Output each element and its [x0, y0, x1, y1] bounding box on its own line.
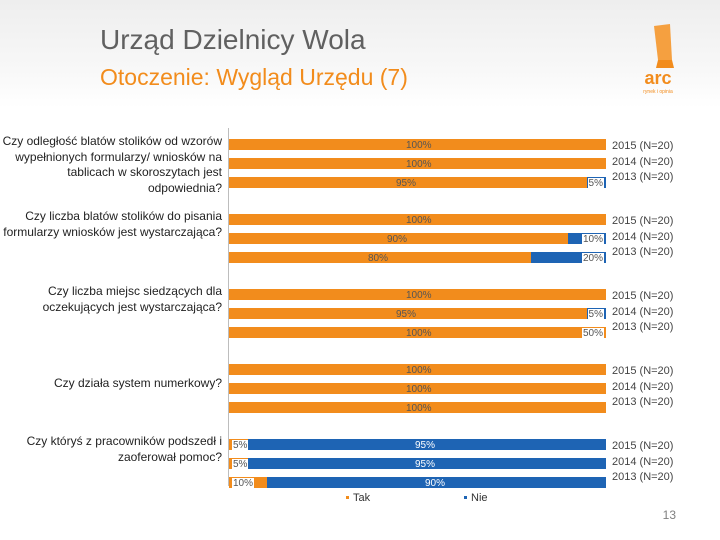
logo-text: arc — [644, 68, 671, 88]
slide-header: Urząd Dzielnicy Wola Otoczenie: Wygląd U… — [0, 0, 720, 108]
bar-tak — [229, 252, 531, 263]
logo-sail-shape — [654, 24, 672, 60]
year-label: 2014 (N=20) — [612, 305, 674, 318]
question-label: Czy liczba miejsc siedzących dla oczekuj… — [42, 284, 222, 314]
year-label: 2015 (N=20) — [612, 290, 674, 302]
data-label-tak: 100% — [406, 365, 432, 376]
bar-tak — [229, 139, 606, 150]
legend-item-nie: Nie — [464, 492, 488, 504]
data-label-nie: 95% — [415, 459, 436, 470]
year-label: 2013 (N=20) — [612, 396, 674, 408]
page-title: Urząd Dzielnicy Wola — [100, 24, 366, 55]
data-label-tak: 100% — [406, 290, 432, 301]
data-label-nie: 50% — [581, 328, 604, 339]
year-label: 2014 (N=20) — [612, 380, 674, 393]
chart-axis-line — [228, 128, 229, 486]
year-label: 2015 (N=20) — [612, 140, 674, 152]
year-label: 2015 (N=20) — [612, 215, 674, 227]
year-label: 2014 (N=20) — [612, 230, 674, 243]
bar-tak — [229, 177, 587, 188]
bar-tak — [229, 383, 606, 394]
data-label-nie: 20% — [581, 253, 604, 264]
data-label-nie: 5% — [587, 309, 604, 320]
data-label-tak: 5% — [232, 440, 249, 451]
legend-label-tak: Tak — [353, 492, 371, 504]
bar-tak — [229, 158, 606, 169]
page-number: 13 — [662, 508, 676, 522]
data-label-tak: 100% — [406, 140, 432, 151]
data-label-tak: 10% — [232, 478, 255, 489]
legend-label-nie: Nie — [471, 492, 488, 504]
legend-swatch-tak — [346, 495, 349, 499]
data-label-tak: 100% — [406, 384, 432, 395]
data-label-tak: 90% — [387, 234, 408, 245]
question-label: Czy liczba blatów stolików do pisania fo… — [3, 209, 222, 239]
bar-tak — [229, 289, 606, 300]
data-label-tak: 5% — [232, 459, 249, 470]
year-label: 2013 (N=20) — [612, 246, 674, 258]
year-label: 2013 (N=20) — [612, 171, 674, 183]
bar-nie — [248, 458, 606, 469]
legend-swatch-nie — [464, 495, 467, 499]
year-label: 2013 (N=20) — [612, 471, 674, 483]
bar-tak — [229, 214, 606, 225]
year-label: 2014 (N=20) — [612, 155, 674, 168]
question-label: Czy któryś z pracowników podszedł i zaof… — [26, 434, 222, 464]
legend-item-tak: Tak — [346, 492, 370, 504]
year-label: 2014 (N=20) — [612, 455, 674, 468]
data-label-nie: 10% — [581, 234, 604, 245]
data-label-nie: 95% — [415, 440, 436, 451]
page-subtitle: Otoczenie: Wygląd Urzędu (7) — [100, 64, 408, 90]
data-label-tak: 95% — [396, 178, 417, 189]
bar-tak — [229, 233, 568, 244]
data-label-tak: 80% — [368, 253, 389, 264]
year-label: 2015 (N=20) — [612, 365, 674, 377]
data-label-tak: 100% — [406, 159, 432, 170]
question-label: Czy odległość blatów stolików od wzorów … — [2, 134, 222, 195]
data-label-tak: 100% — [406, 215, 432, 226]
arc-logo: arc rynek i opinia — [643, 24, 674, 95]
data-label-nie: 5% — [587, 178, 604, 189]
data-label-tak: 100% — [406, 328, 432, 339]
year-label: 2015 (N=20) — [612, 440, 674, 452]
logo-tagline: rynek i opinia — [643, 89, 673, 95]
bar-tak — [229, 402, 606, 413]
year-label: 2013 (N=20) — [612, 321, 674, 333]
data-label-tak: 95% — [396, 309, 417, 320]
bar-tak — [229, 308, 587, 319]
bar-tak — [229, 364, 606, 375]
question-label: Czy działa system numerkowy? — [53, 376, 222, 390]
data-label-nie: 90% — [425, 478, 446, 489]
bar-nie — [267, 477, 606, 488]
bar-tak — [229, 327, 606, 338]
data-label-tak: 100% — [406, 403, 432, 414]
bar-nie — [531, 252, 606, 263]
bar-nie — [248, 439, 606, 450]
logo-sail-shape — [656, 60, 674, 68]
